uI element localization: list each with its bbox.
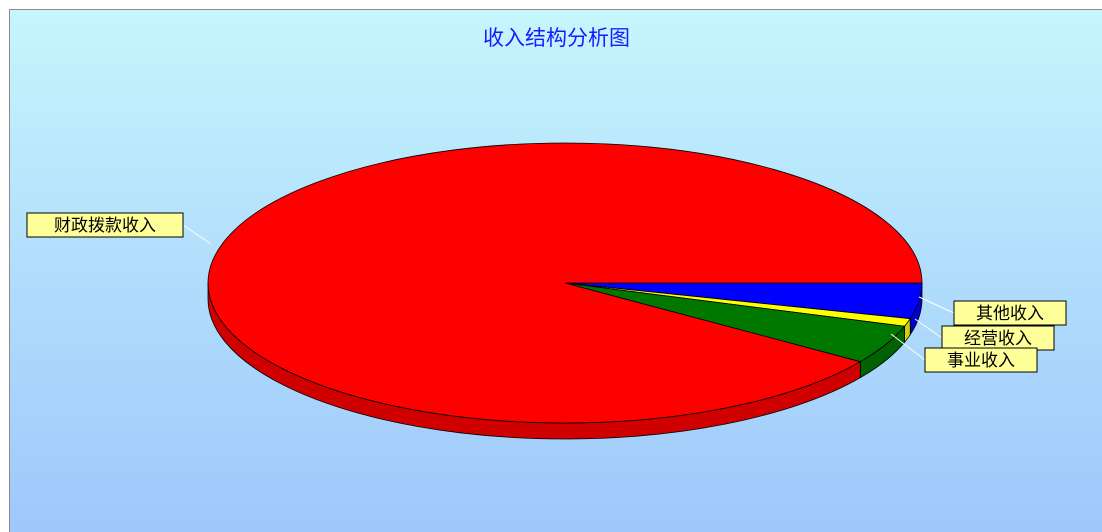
- slice-label-box: [941, 325, 1055, 351]
- leader-line-3: [918, 296, 955, 314]
- slice-label-box: [924, 347, 1038, 373]
- leader-line-0: [182, 224, 212, 245]
- slice-label-text: 财政拨款收入: [54, 216, 156, 236]
- pie-top-layer: [207, 142, 923, 424]
- slice-label-text: 经营收入: [964, 329, 1032, 349]
- slice-label-box: [953, 300, 1067, 326]
- slice-label-3: 其他收入: [953, 300, 1067, 326]
- chart-title: 收入结构分析图: [483, 26, 630, 50]
- chart-panel: 收入结构分析图 财政拨款收入其他收入经营收入 事业收入: [9, 9, 1102, 532]
- slice-label-text: 其他收入: [976, 304, 1044, 324]
- leader-line-1: [890, 333, 926, 361]
- pie-slice-0: [207, 142, 923, 424]
- slice-label-0: 财政拨款收入: [26, 212, 184, 238]
- slice-label-2: 经营收入: [941, 325, 1055, 351]
- leader-lines: [182, 224, 955, 361]
- slice-label-1: 事业收入: [924, 347, 1038, 373]
- leader-line-2: [914, 318, 943, 339]
- slice-label-text: 事业收入: [947, 351, 1015, 371]
- slice-label-box: [26, 212, 184, 238]
